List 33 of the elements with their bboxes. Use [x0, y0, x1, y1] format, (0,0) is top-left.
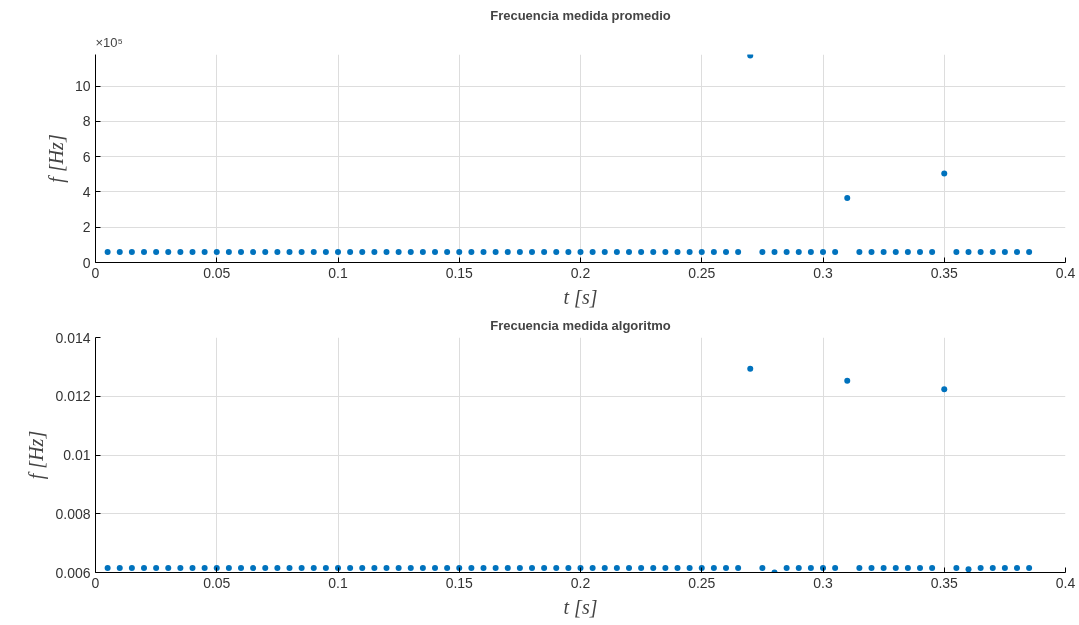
y-tick-label: 0.008	[55, 505, 91, 522]
x-tick-label: 0.1	[328, 264, 348, 281]
x-tick-label: 0.2	[570, 574, 591, 591]
x-tick-label: 0.35	[930, 264, 959, 281]
x-tick-label: 0.3	[813, 574, 833, 591]
y-tick-label: 10	[74, 78, 91, 95]
x-tick-label: 0.4	[1055, 264, 1076, 281]
chart-title: Frecuencia medida promedio	[490, 7, 671, 23]
x-axis-title: t [s]	[563, 595, 598, 618]
y-tick-label: 0.014	[55, 329, 91, 346]
y-tick-label: 2	[82, 219, 91, 236]
y-axis-title: f [Hz]	[44, 134, 68, 183]
y-tick-label: 4	[82, 183, 91, 200]
x-tick-label: 0.4	[1055, 574, 1076, 591]
y-tick-label: 8	[82, 113, 91, 130]
y-tick-label: 0.01	[63, 447, 91, 463]
text: ×10⁵	[95, 34, 123, 50]
y-tick-label: 6	[82, 148, 91, 165]
x-tick-label: 0.3	[813, 264, 833, 281]
x-tick-label: 0.35	[930, 574, 959, 591]
x-tick-label: 0.15	[445, 264, 474, 281]
x-tick-label: 0.1	[328, 574, 348, 591]
x-tick-label: 0.15	[445, 574, 474, 591]
x-tick-label: 0.05	[203, 574, 231, 591]
y-axis-title: f [Hz]	[25, 430, 49, 480]
x-tick-label: 0.25	[688, 264, 716, 281]
y-tick-label: 0.012	[55, 388, 91, 405]
x-axis-title: t [s]	[563, 285, 598, 308]
chart-title: Frecuencia medida algoritmo	[490, 317, 671, 333]
y-tick-label: 0.006	[55, 564, 91, 581]
x-tick-label: 0.25	[688, 574, 716, 591]
x-tick-label: 0.2	[570, 264, 591, 281]
x-tick-label: 0.05	[203, 264, 231, 281]
